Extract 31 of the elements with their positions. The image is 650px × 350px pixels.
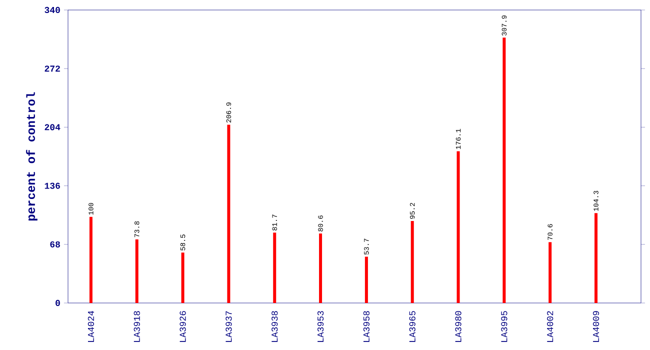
- x-tick-label: LA3938: [272, 311, 278, 342]
- y-tick-label: 68: [50, 241, 60, 248]
- bar: [364, 256, 368, 303]
- x-tick-label: LA4024: [88, 310, 94, 342]
- bar: [181, 252, 184, 303]
- bar: [135, 239, 138, 303]
- y-tick-label: 136: [44, 182, 60, 189]
- x-tick-label: LA3918: [134, 311, 140, 342]
- x-tick-label: LA3958: [363, 311, 370, 342]
- y-tick-label: 272: [44, 66, 60, 72]
- bar: [502, 38, 506, 303]
- x-tick-label: LA4009: [592, 311, 600, 342]
- bar: [548, 242, 552, 303]
- x-tick-label: LA3980: [455, 311, 462, 342]
- y-tick-label: 204: [44, 124, 60, 130]
- bar: [456, 151, 460, 303]
- x-tick-label: LA4002: [547, 311, 554, 342]
- x-tick-label: LA3937: [226, 311, 232, 342]
- x-tick-label: LA3965: [409, 311, 416, 342]
- x-tick-label: LA3995: [501, 311, 508, 342]
- bar: [594, 213, 598, 303]
- bar: [227, 124, 230, 303]
- y-tick-label: 340: [44, 6, 60, 14]
- bar: [89, 216, 92, 303]
- x-tick-label: LA3926: [180, 311, 186, 342]
- bar: [273, 232, 276, 303]
- y-tick-label: 0: [56, 300, 60, 306]
- y-axis-title: percent of control: [26, 92, 38, 220]
- x-tick-label: LA3953: [317, 311, 324, 342]
- bar: [319, 234, 322, 303]
- bar: [410, 220, 414, 303]
